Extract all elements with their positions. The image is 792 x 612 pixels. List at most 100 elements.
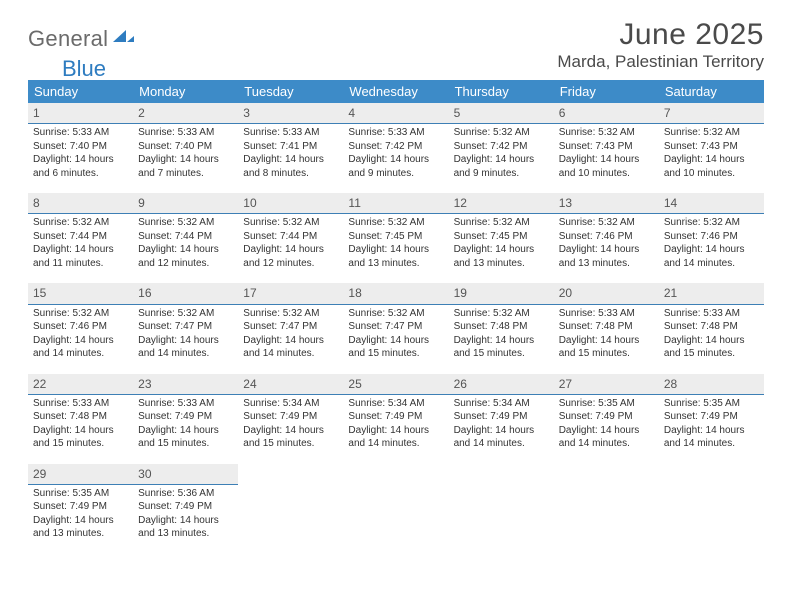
day-cell: 9Sunrise: 5:32 AMSunset: 7:44 PMDaylight… — [133, 193, 238, 274]
day-data: Sunrise: 5:32 AMSunset: 7:44 PMDaylight:… — [238, 214, 343, 274]
daylight-line: Daylight: 14 hours and 9 minutes. — [454, 153, 549, 180]
sunset-line: Sunset: 7:49 PM — [33, 500, 128, 514]
sunrise-line: Sunrise: 5:33 AM — [348, 126, 443, 140]
day-data: Sunrise: 5:32 AMSunset: 7:47 PMDaylight:… — [133, 305, 238, 365]
sunset-line: Sunset: 7:43 PM — [664, 140, 759, 154]
day-cell: 21Sunrise: 5:33 AMSunset: 7:48 PMDayligh… — [659, 283, 764, 364]
daylight-line: Daylight: 14 hours and 13 minutes. — [454, 243, 549, 270]
day-data: Sunrise: 5:33 AMSunset: 7:40 PMDaylight:… — [28, 124, 133, 184]
sunset-line: Sunset: 7:49 PM — [243, 410, 338, 424]
day-data: Sunrise: 5:33 AMSunset: 7:48 PMDaylight:… — [659, 305, 764, 365]
sunset-line: Sunset: 7:46 PM — [33, 320, 128, 334]
day-data: Sunrise: 5:32 AMSunset: 7:44 PMDaylight:… — [28, 214, 133, 274]
day-cell: 16Sunrise: 5:32 AMSunset: 7:47 PMDayligh… — [133, 283, 238, 364]
logo-swoosh-icon — [112, 28, 134, 51]
logo-text-gray: General — [28, 26, 108, 52]
day-data: Sunrise: 5:32 AMSunset: 7:45 PMDaylight:… — [449, 214, 554, 274]
day-cell: 10Sunrise: 5:32 AMSunset: 7:44 PMDayligh… — [238, 193, 343, 274]
day-data: Sunrise: 5:33 AMSunset: 7:42 PMDaylight:… — [343, 124, 448, 184]
sunrise-line: Sunrise: 5:32 AM — [454, 126, 549, 140]
daylight-line: Daylight: 14 hours and 14 minutes. — [664, 424, 759, 451]
weekday-tuesday: Tuesday — [238, 80, 343, 103]
day-cell: 8Sunrise: 5:32 AMSunset: 7:44 PMDaylight… — [28, 193, 133, 274]
sunset-line: Sunset: 7:47 PM — [348, 320, 443, 334]
sunrise-line: Sunrise: 5:32 AM — [33, 216, 128, 230]
daylight-line: Daylight: 14 hours and 12 minutes. — [243, 243, 338, 270]
sunset-line: Sunset: 7:47 PM — [243, 320, 338, 334]
sunset-line: Sunset: 7:49 PM — [138, 500, 233, 514]
day-number: 7 — [659, 103, 764, 124]
sunset-line: Sunset: 7:49 PM — [348, 410, 443, 424]
day-data: Sunrise: 5:33 AMSunset: 7:41 PMDaylight:… — [238, 124, 343, 184]
day-cell: 26Sunrise: 5:34 AMSunset: 7:49 PMDayligh… — [449, 374, 554, 455]
daylight-line: Daylight: 14 hours and 14 minutes. — [348, 424, 443, 451]
day-cell: 12Sunrise: 5:32 AMSunset: 7:45 PMDayligh… — [449, 193, 554, 274]
sunrise-line: Sunrise: 5:33 AM — [664, 307, 759, 321]
sunrise-line: Sunrise: 5:34 AM — [454, 397, 549, 411]
sunrise-line: Sunrise: 5:32 AM — [138, 307, 233, 321]
day-number: 23 — [133, 374, 238, 395]
week-row: 8Sunrise: 5:32 AMSunset: 7:44 PMDaylight… — [28, 193, 764, 274]
title-block: June 2025 Marda, Palestinian Territory — [557, 18, 764, 72]
day-cell: 3Sunrise: 5:33 AMSunset: 7:41 PMDaylight… — [238, 103, 343, 184]
empty-day — [343, 464, 448, 545]
day-number: 22 — [28, 374, 133, 395]
sunset-line: Sunset: 7:47 PM — [138, 320, 233, 334]
week-row: 22Sunrise: 5:33 AMSunset: 7:48 PMDayligh… — [28, 374, 764, 455]
weekday-thursday: Thursday — [449, 80, 554, 103]
sunset-line: Sunset: 7:49 PM — [664, 410, 759, 424]
day-cell: 18Sunrise: 5:32 AMSunset: 7:47 PMDayligh… — [343, 283, 448, 364]
day-number: 6 — [554, 103, 659, 124]
day-cell: 13Sunrise: 5:32 AMSunset: 7:46 PMDayligh… — [554, 193, 659, 274]
sunrise-line: Sunrise: 5:35 AM — [664, 397, 759, 411]
daylight-line: Daylight: 14 hours and 14 minutes. — [138, 334, 233, 361]
sunset-line: Sunset: 7:48 PM — [33, 410, 128, 424]
day-number: 28 — [659, 374, 764, 395]
day-cell: 15Sunrise: 5:32 AMSunset: 7:46 PMDayligh… — [28, 283, 133, 364]
header: General June 2025 Marda, Palestinian Ter… — [28, 18, 764, 72]
day-number: 29 — [28, 464, 133, 485]
day-cell: 5 Sunrise: 5:32 AMSunset: 7:42 PMDaylight… — [449, 103, 554, 184]
day-data: Sunrise: 5:32 AMSunset: 7:47 PMDaylight:… — [343, 305, 448, 365]
day-cell: 28 Sunrise: 5:35 AMSunset: 7:49 PMDayligh… — [659, 374, 764, 455]
day-data: Sunrise: 5:33 AMSunset: 7:49 PMDaylight:… — [133, 395, 238, 455]
daylight-line: Daylight: 14 hours and 15 minutes. — [348, 334, 443, 361]
sunset-line: Sunset: 7:42 PM — [348, 140, 443, 154]
daylight-line: Daylight: 14 hours and 13 minutes. — [348, 243, 443, 270]
day-data: Sunrise: 5:32 AMSunset: 7:43 PMDaylight:… — [659, 124, 764, 184]
day-data: Sunrise: 5:33 AMSunset: 7:48 PMDaylight:… — [28, 395, 133, 455]
daylight-line: Daylight: 14 hours and 15 minutes. — [454, 334, 549, 361]
sunset-line: Sunset: 7:43 PM — [559, 140, 654, 154]
day-data: Sunrise: 5:33 AMSunset: 7:48 PMDaylight:… — [554, 305, 659, 365]
sunset-line: Sunset: 7:45 PM — [454, 230, 549, 244]
day-cell: 17Sunrise: 5:32 AMSunset: 7:47 PMDayligh… — [238, 283, 343, 364]
day-number: 5 — [449, 103, 554, 124]
day-number: 19 — [449, 283, 554, 304]
empty-day — [659, 464, 764, 545]
sunset-line: Sunset: 7:49 PM — [559, 410, 654, 424]
location: Marda, Palestinian Territory — [557, 52, 764, 72]
day-number: 27 — [554, 374, 659, 395]
daylight-line: Daylight: 14 hours and 9 minutes. — [348, 153, 443, 180]
sunrise-line: Sunrise: 5:35 AM — [33, 487, 128, 501]
day-data: Sunrise: 5:32 AMSunset: 7:44 PMDaylight:… — [133, 214, 238, 274]
day-data: Sunrise: 5:34 AMSunset: 7:49 PMDaylight:… — [238, 395, 343, 455]
sunrise-line: Sunrise: 5:32 AM — [559, 126, 654, 140]
daylight-line: Daylight: 14 hours and 10 minutes. — [559, 153, 654, 180]
sunset-line: Sunset: 7:48 PM — [454, 320, 549, 334]
day-number: 14 — [659, 193, 764, 214]
empty-day — [238, 464, 343, 545]
sunrise-line: Sunrise: 5:34 AM — [243, 397, 338, 411]
daylight-line: Daylight: 14 hours and 15 minutes. — [243, 424, 338, 451]
sunrise-line: Sunrise: 5:32 AM — [243, 216, 338, 230]
day-cell: 20Sunrise: 5:33 AMSunset: 7:48 PMDayligh… — [554, 283, 659, 364]
sunset-line: Sunset: 7:42 PM — [454, 140, 549, 154]
day-cell: 11Sunrise: 5:32 AMSunset: 7:45 PMDayligh… — [343, 193, 448, 274]
empty-day — [449, 464, 554, 545]
day-cell: 24Sunrise: 5:34 AMSunset: 7:49 PMDayligh… — [238, 374, 343, 455]
week-row: 1Sunrise: 5:33 AMSunset: 7:40 PMDaylight… — [28, 103, 764, 184]
daylight-line: Daylight: 14 hours and 13 minutes. — [559, 243, 654, 270]
daylight-line: Daylight: 14 hours and 6 minutes. — [33, 153, 128, 180]
daylight-line: Daylight: 14 hours and 10 minutes. — [664, 153, 759, 180]
daylight-line: Daylight: 14 hours and 14 minutes. — [243, 334, 338, 361]
